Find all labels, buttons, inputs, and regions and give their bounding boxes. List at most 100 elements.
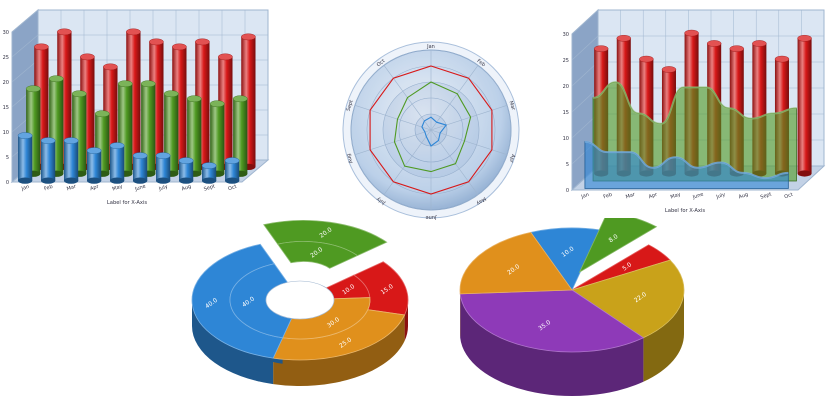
- bar-top: [729, 45, 744, 52]
- bar-top: [661, 66, 677, 73]
- bar: [201, 162, 217, 184]
- gridline-side: [571, 87, 599, 113]
- pie-slice-gold: [571, 259, 685, 339]
- y-tick-label: 25: [3, 55, 9, 61]
- bar-body: [132, 155, 148, 181]
- bar-base: [178, 177, 194, 184]
- gridline-side: [571, 61, 599, 87]
- y-tick-label: 20: [563, 84, 569, 90]
- x-tick-label: Feb: [43, 184, 53, 192]
- radar-series-blue: [421, 116, 448, 147]
- x-tick-label: Oct: [227, 184, 237, 192]
- bar-top: [178, 157, 194, 164]
- bar: [155, 152, 171, 184]
- bar-base: [109, 177, 125, 184]
- radar-series-green: [393, 81, 472, 173]
- y-tick-label: 5: [6, 155, 9, 161]
- bar-base: [17, 177, 33, 184]
- bar-top: [117, 80, 133, 88]
- bar: [797, 35, 812, 177]
- slice-side-orange: [273, 314, 405, 386]
- pie-slice-orange: [459, 231, 573, 295]
- bar-top: [149, 38, 164, 46]
- bar: [132, 152, 148, 184]
- bar: [86, 147, 102, 184]
- polar-axis-label: May: [475, 195, 487, 206]
- bar-body: [178, 160, 194, 181]
- bar-top: [132, 152, 148, 159]
- area-edge-green: [592, 81, 797, 125]
- bar-base: [797, 170, 812, 177]
- bar-top: [109, 142, 125, 149]
- bar-body: [210, 103, 225, 174]
- bar-base: [224, 177, 240, 184]
- bar: [178, 157, 194, 184]
- y-tick-label: 25: [563, 58, 569, 64]
- bar-area-chart: 0 5 10 15 20 25 30 Jan Feb Mar Apr May June July Aug Se…: [563, 8, 826, 214]
- area-edge-blue: [584, 140, 789, 180]
- bar-top: [706, 40, 722, 47]
- x-tick-label: Aug: [738, 192, 749, 201]
- x-tick-label: Apr: [89, 184, 100, 193]
- y-tick-label: 5: [566, 162, 569, 168]
- bar-top: [616, 35, 631, 42]
- bar: [224, 157, 240, 184]
- x-tick-label: June: [133, 184, 146, 193]
- bar-top: [774, 55, 790, 63]
- x-tick-label: Feb: [603, 192, 613, 200]
- bar-body: [201, 165, 217, 181]
- bar-top: [155, 152, 171, 159]
- bar-body: [63, 140, 79, 181]
- bar-top: [201, 162, 217, 169]
- bar-top: [63, 137, 79, 144]
- y-tick-label: 10: [3, 130, 9, 136]
- bar-body: [224, 160, 240, 181]
- bar-body: [109, 145, 125, 181]
- bar-top: [57, 28, 72, 36]
- bar-top: [48, 75, 64, 83]
- x-tick-label: Sept: [203, 183, 216, 192]
- bar-body: [141, 83, 156, 174]
- y-tick-label: 10: [563, 136, 569, 142]
- bar-base: [86, 177, 102, 184]
- polar-axis-label: Oct: [376, 58, 387, 68]
- bar-body: [797, 38, 812, 174]
- polar-spoke: [430, 65, 479, 131]
- gridline-side: [571, 9, 599, 35]
- y-tick-label: 20: [3, 80, 9, 86]
- bar-top: [195, 38, 210, 46]
- bar-top: [186, 95, 202, 103]
- y-tick-label: 0: [6, 180, 9, 186]
- bar: [17, 132, 33, 184]
- polar-axis-label: July: [376, 196, 388, 207]
- bar-top: [17, 132, 33, 139]
- bar-base: [155, 177, 171, 184]
- pie-label: 8.0: [608, 233, 620, 244]
- x-axis-title: Label for X-Axis: [107, 200, 148, 206]
- bar-top: [797, 35, 812, 42]
- gridline-side: [11, 9, 39, 33]
- polar-axis-label: Aug: [346, 153, 355, 164]
- pie-slice-green: [578, 218, 658, 273]
- polar-axis-label: Apr: [507, 153, 516, 164]
- bar-top: [172, 43, 187, 51]
- bar-body: [40, 140, 56, 181]
- doughnut-chart: 20.015.025.040.020.010.030.040.0: [191, 220, 409, 386]
- x-tick-label: Mar: [625, 191, 637, 200]
- slice-side-red: [404, 300, 408, 341]
- y-tick-label: 15: [563, 110, 569, 116]
- bar-body: [233, 98, 248, 174]
- polar-spoke: [430, 129, 508, 156]
- bar-top: [40, 137, 56, 144]
- bar-top: [140, 80, 156, 88]
- x-tick-label: Sept: [760, 191, 773, 200]
- bar-top: [209, 100, 225, 108]
- bar-top: [593, 45, 609, 52]
- x-tick-label: Jan: [580, 192, 590, 200]
- bar-top: [94, 110, 110, 118]
- y-tick-label: 15: [3, 105, 9, 111]
- slice-side-blue: [192, 300, 274, 385]
- bar-top: [639, 55, 654, 63]
- polar-spoke: [354, 104, 432, 131]
- bar-top: [71, 90, 87, 98]
